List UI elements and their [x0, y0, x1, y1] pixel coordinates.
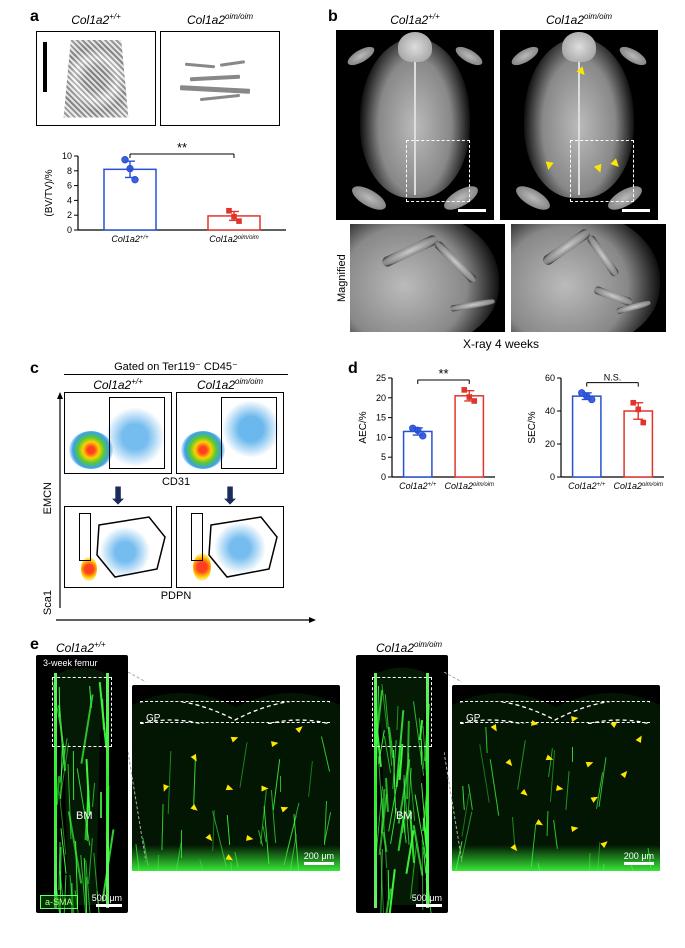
c-flow-wt-top [64, 392, 172, 474]
b-scalebar [458, 209, 486, 212]
svg-text:**: ** [177, 140, 187, 155]
e-thin-label: 3-week femur [40, 657, 101, 669]
c-arrow-down: ⬇ [64, 490, 172, 504]
b-geno-wt: Col1a2+/+ [336, 12, 494, 27]
svg-text:4: 4 [67, 195, 72, 205]
svg-text:60: 60 [545, 373, 555, 383]
c-y-emcn: EMCN [42, 482, 54, 514]
svg-text:25: 25 [376, 373, 386, 383]
svg-text:0: 0 [550, 472, 555, 482]
panel-a: Col1a2+/+ Col1a2oim/oim 0 2 4 6 8 10 (BV/TV)/%… [36, 12, 306, 261]
svg-text:SEC/%: SEC/% [527, 411, 538, 443]
svg-text:Col1a2+/+: Col1a2+/+ [111, 234, 149, 244]
svg-text:2: 2 [67, 210, 72, 220]
b-caption: X-ray 4 weeks [336, 337, 666, 351]
c-arrow-down: ⬇ [176, 490, 284, 504]
svg-text:Col1a2oim/oim: Col1a2oim/oim [444, 481, 494, 491]
c-geno-wt: Col1a2+/+ [64, 377, 172, 392]
svg-text:0: 0 [381, 472, 386, 482]
e-recon-wt: 3D-Reconstruction GP 200 μm [132, 685, 340, 871]
a-microct-mut [160, 31, 280, 126]
svg-text:0: 0 [67, 225, 72, 235]
e-gp: GP [146, 713, 160, 724]
svg-text:10: 10 [376, 432, 386, 442]
e-scale-wide: 200 μm [304, 851, 334, 861]
svg-text:10: 10 [62, 151, 72, 161]
e-geno-mut: Col1a2oim/oim [376, 640, 662, 655]
c-flow-mut-top [176, 392, 284, 474]
panel-e: Col1a2+/+ 3-week femur BM a-SMA 500 μm 3… [36, 640, 666, 913]
panel-b: Col1a2+/+ Col1a2oim/oim Magnified [336, 12, 666, 351]
e-scale-thin: 500 μm [92, 893, 122, 903]
svg-text:Col1a2+/+: Col1a2+/+ [568, 481, 606, 491]
panel-c: Gated on Ter119⁻ CD45⁻ Col1a2+/+ Col1a2o… [36, 360, 326, 602]
b-xray-mut [500, 30, 658, 220]
svg-text:**: ** [438, 366, 448, 381]
e-bm: BM [396, 810, 413, 822]
c-pregate: Gated on Ter119⁻ CD45⁻ [64, 360, 288, 375]
c-geno-mut: Col1a2oim/oim [176, 377, 284, 392]
e-geno-wt: Col1a2+/+ [56, 640, 342, 655]
svg-text:AEC/%: AEC/% [358, 411, 369, 443]
svg-text:8: 8 [67, 166, 72, 176]
e-scale-thin: 500 μm [412, 893, 442, 903]
svg-text:5: 5 [381, 452, 386, 462]
b-geno-mut: Col1a2oim/oim [500, 12, 658, 27]
svg-text:20: 20 [376, 393, 386, 403]
svg-text:Col1a2oim/oim: Col1a2oim/oim [613, 481, 663, 491]
svg-text:N.S.: N.S. [604, 373, 622, 383]
a-bone-sparse [180, 54, 260, 104]
panel-d: 0510152025AEC/%Col1a2+/+Col1a2oim/oim** … [356, 360, 676, 505]
c-x-pdpn: PDPN [64, 590, 288, 602]
d-aec-chart: 0 5 10 15 20 25 AEC/% Col1a2+/+ Col1a2oim/oim ** [356, 360, 501, 505]
svg-text:6: 6 [67, 181, 72, 191]
c-y-sca1: Sca1 [42, 590, 54, 615]
b-xray-wt [336, 30, 494, 220]
e-femur-wt: 3-week femur BM a-SMA 500 μm [36, 655, 128, 913]
svg-text:Col1a2+/+: Col1a2+/+ [399, 481, 437, 491]
a-bvtv-chart: 0 2 4 6 8 10 (BV/TV)/% Col1a2+/+ Col1a2oim/oim ** [42, 138, 292, 258]
svg-text:20: 20 [545, 439, 555, 449]
b-magnified-label: Magnified [336, 224, 348, 332]
e-bm: BM [76, 810, 93, 822]
svg-text:Col1a2oim/oim: Col1a2oim/oim [209, 234, 259, 244]
e-gp: GP [466, 713, 480, 724]
c-flow-mut-bot [176, 506, 284, 588]
e-recon-mut: 3D-Reconstruction GP 200 μm [452, 685, 660, 871]
svg-text:15: 15 [376, 413, 386, 423]
svg-text:40: 40 [545, 406, 555, 416]
d-sec-chart: 0 20 40 60 SEC/% Col1a2+/+ Col1a2oim/oim N.S. [525, 360, 670, 505]
b-mag-wt [350, 224, 505, 332]
c-flow-wt-bot [64, 506, 172, 588]
e-femur-mut: BM 500 μm [356, 655, 448, 913]
a-geno-wt: Col1a2+/+ [36, 12, 156, 31]
c-x-cd31: CD31 [64, 476, 288, 488]
b-mag-mut [511, 224, 666, 332]
a-geno-mut: Col1a2oim/oim [160, 12, 280, 31]
e-asma-label: a-SMA [40, 895, 78, 909]
svg-text:(BV/TV)/%: (BV/TV)/% [44, 169, 55, 216]
a-scalebar [43, 42, 47, 92]
e-scale-wide: 200 μm [624, 851, 654, 861]
a-microct-wt [36, 31, 156, 126]
b-scalebar [622, 209, 650, 212]
